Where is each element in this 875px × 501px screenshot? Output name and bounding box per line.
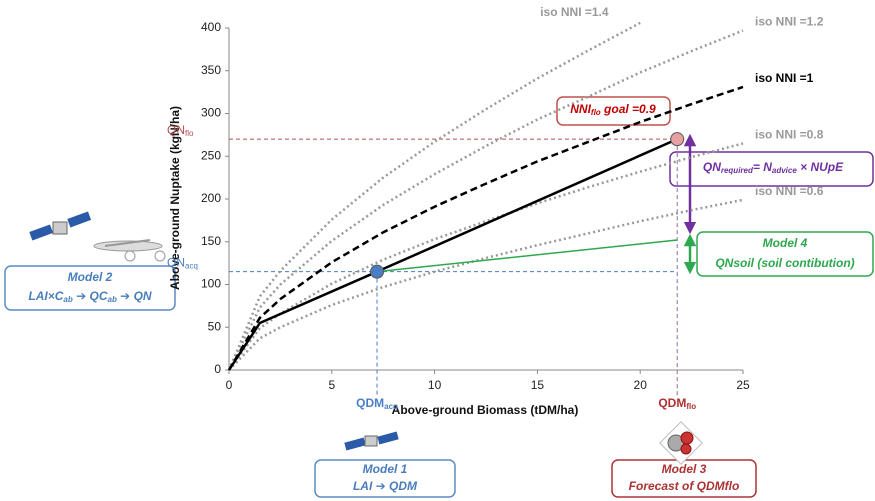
point	[370, 264, 385, 279]
reference-label-sub: acq	[384, 402, 398, 411]
model4-text: QNsoil (soil contibution)	[715, 256, 854, 270]
satellite-icon-bottom	[344, 431, 399, 451]
series-line	[227, 21, 641, 371]
series-line	[227, 138, 678, 371]
y-tick-label: 300	[201, 106, 221, 120]
y-tick-label: 0	[214, 362, 221, 376]
reference-label: QNacq	[167, 256, 198, 271]
y-tick-label: 50	[208, 319, 222, 333]
model2-title: Model 2	[68, 270, 113, 284]
x-tick-label: 25	[736, 378, 750, 392]
series-label: iso NNI =1.2	[755, 15, 824, 29]
model2-text-part: ➔ QC	[73, 289, 108, 303]
model1-box	[314, 459, 456, 498]
goal-text-part: goal =0.9	[601, 102, 656, 116]
required-text-part: QN	[703, 160, 721, 174]
model2-text-part: LAI×C	[28, 289, 63, 303]
required-box	[669, 151, 874, 187]
y-tick-label: 100	[201, 277, 221, 291]
y-axis-title: Above-ground Nuptake (kgN/ha)	[168, 106, 182, 290]
gears-icon	[659, 421, 703, 465]
model2-text-sub: ab	[63, 295, 72, 304]
x-tick-label: 10	[428, 378, 442, 392]
series-label: iso NNI =1	[755, 71, 814, 85]
model1-text: LAI ➔ QDM	[353, 479, 418, 493]
series-label: iso NNI =0.6	[755, 184, 824, 198]
reference-label: QDMflo	[658, 396, 696, 411]
required-text-sub: advice	[772, 166, 797, 175]
y-tick-label: 150	[201, 234, 221, 248]
x-tick-label: 20	[634, 378, 648, 392]
y-tick-label: 200	[201, 191, 221, 205]
required-text-part: = N	[753, 160, 772, 174]
y-tick-label: 350	[201, 63, 221, 77]
point	[670, 132, 685, 147]
plane-icon	[93, 239, 166, 262]
series-label: iso NNI =1.4	[540, 5, 609, 19]
series-line	[227, 85, 744, 371]
model2-text-sub: ab	[108, 295, 117, 304]
x-tick-label: 15	[531, 378, 545, 392]
reference-label-sub: acq	[185, 262, 198, 271]
required-text-part: × NUpE	[797, 160, 844, 174]
reference-label: QNflo	[167, 123, 194, 138]
reference-label-sub: flo	[686, 402, 696, 411]
model2-text-part: ➔ QN	[117, 289, 152, 303]
model1-title: Model 1	[363, 462, 408, 476]
reference-label-part: QDM	[356, 396, 384, 410]
reference-label-sub: flo	[185, 129, 194, 138]
series-line	[228, 198, 744, 371]
required-text: QNrequired= Nadvice × NUpE	[703, 160, 844, 175]
y-tick-label: 250	[201, 148, 221, 162]
model2-text: LAI×Cab ➔ QCab ➔ QN	[28, 289, 151, 304]
series-label: iso NNI =0.8	[755, 128, 824, 142]
reference-label-part: QN	[167, 256, 185, 270]
series-line	[227, 142, 744, 371]
satellite-icon-left	[29, 211, 92, 241]
model3-title: Model 3	[662, 462, 707, 476]
reference-label-part: QN	[167, 123, 185, 137]
reference-label: QDMacq	[356, 396, 398, 411]
series-line	[227, 29, 744, 371]
x-tick-label: 0	[226, 378, 233, 392]
reference-label-part: QDM	[658, 396, 686, 410]
x-tick-label: 5	[328, 378, 335, 392]
goal-text-part: NNI	[570, 102, 591, 116]
model4-box	[696, 231, 874, 277]
required-text-sub: required	[721, 166, 754, 175]
series-line	[376, 239, 678, 273]
y-tick-label: 400	[201, 20, 221, 34]
x-axis-title: Above-ground Biomass (tDM/ha)	[392, 403, 579, 417]
model3-text: Forecast of QDMflo	[629, 479, 740, 493]
model4-title: Model 4	[763, 236, 808, 250]
goal-text: NNIflo goal =0.9	[570, 102, 656, 117]
goal-text-sub: flo	[591, 108, 601, 117]
model2-box	[4, 265, 176, 311]
